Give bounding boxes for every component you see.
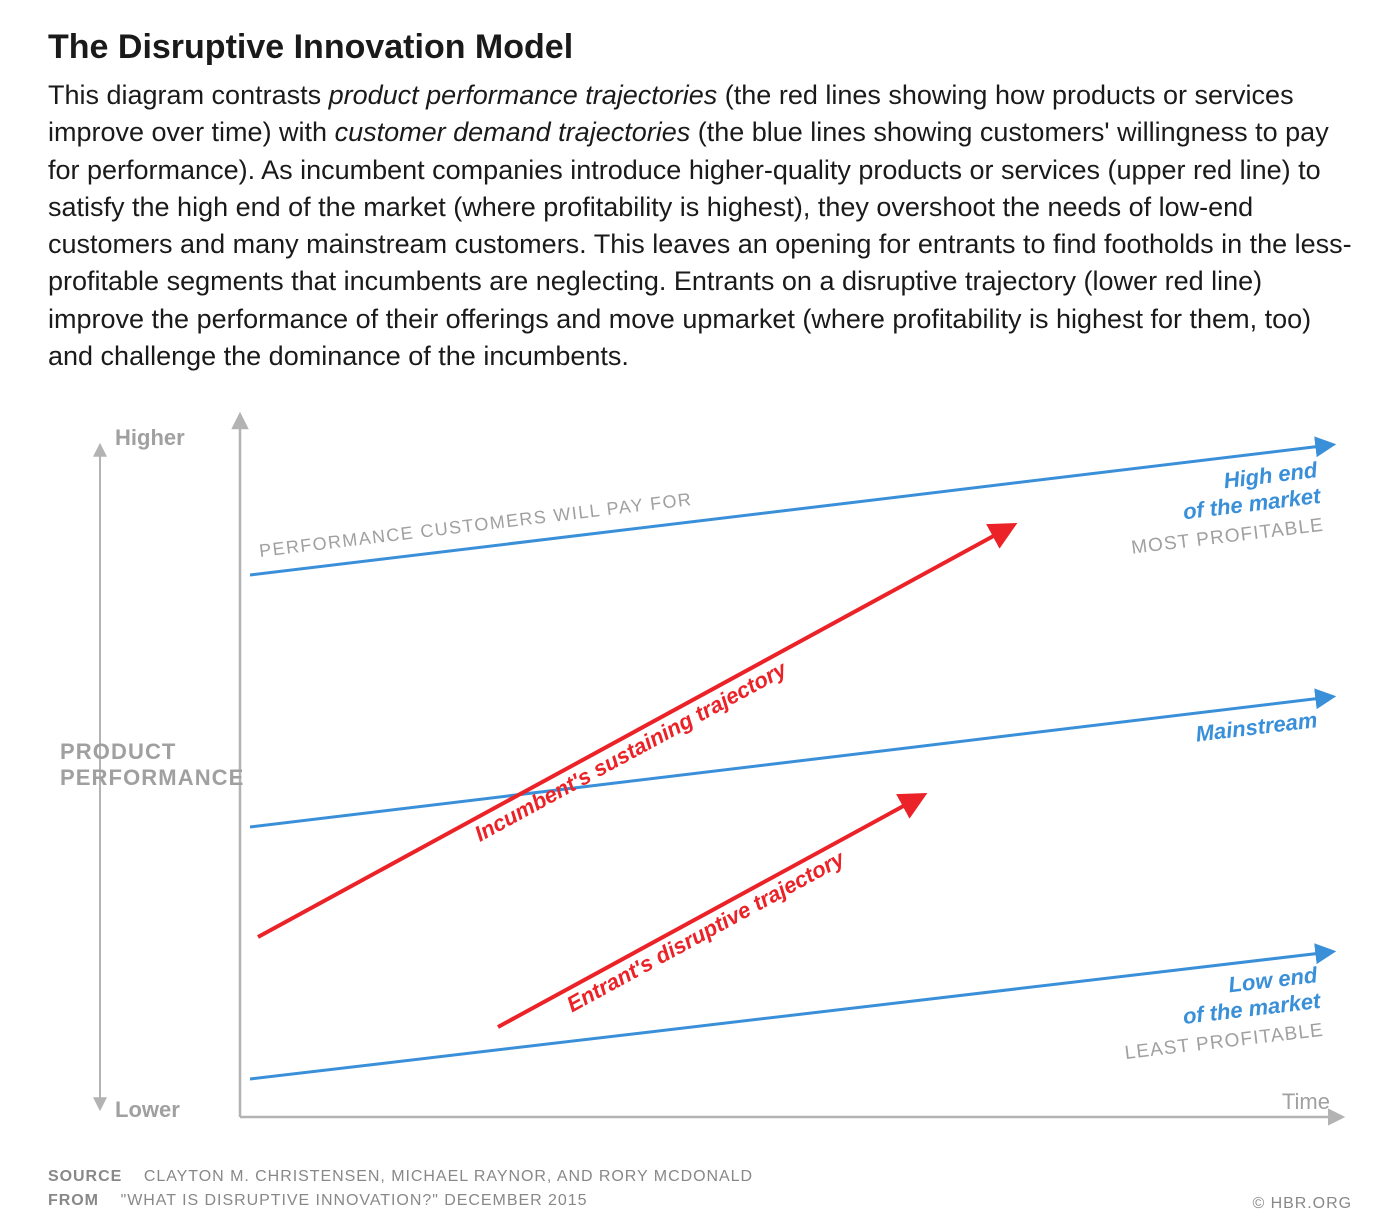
label-high-end-profit: MOST PROFITABLE	[1130, 515, 1325, 559]
line-high-end	[250, 445, 1330, 575]
chart-svg: HigherLowerPRODUCTPERFORMANCETimeHigh en…	[48, 397, 1352, 1157]
label-high-end-above: PERFORMANCE CUSTOMERS WILL PAY FOR	[258, 489, 693, 561]
line-entrant	[498, 797, 920, 1027]
label-low-end-profit: LEAST PROFITABLE	[1124, 1020, 1325, 1064]
from-label: FROM	[48, 1192, 99, 1209]
y-higher-label: Higher	[115, 425, 185, 450]
label-entrant: Entrant's disruptive trajectory	[562, 845, 850, 1017]
from-text: "WHAT IS DISRUPTIVE INNOVATION?" DECEMBE…	[121, 1192, 588, 1209]
line-mainstream	[250, 697, 1330, 827]
line-incumbent	[258, 527, 1010, 937]
x-axis-label: Time	[1282, 1089, 1330, 1114]
label-incumbent: Incumbent's sustaining trajectory	[470, 656, 792, 847]
chart-title: The Disruptive Innovation Model	[48, 28, 1352, 67]
copyright: © HBR.ORG	[1252, 1195, 1352, 1213]
chart-area: HigherLowerPRODUCTPERFORMANCETimeHigh en…	[48, 397, 1352, 1157]
label-mainstream-1: Mainstream	[1194, 707, 1318, 746]
source-text: CLAYTON M. CHRISTENSEN, MICHAEL RAYNOR, …	[144, 1168, 753, 1185]
y-lower-label: Lower	[115, 1097, 180, 1122]
chart-description: This diagram contrasts product performan…	[48, 77, 1352, 375]
footer: SOURCE CLAYTON M. CHRISTENSEN, MICHAEL R…	[48, 1165, 1352, 1213]
y-axis-label-1: PRODUCT	[60, 739, 176, 764]
y-axis-label-2: PERFORMANCE	[60, 765, 244, 790]
line-low-end	[250, 952, 1330, 1079]
source-label: SOURCE	[48, 1168, 122, 1185]
